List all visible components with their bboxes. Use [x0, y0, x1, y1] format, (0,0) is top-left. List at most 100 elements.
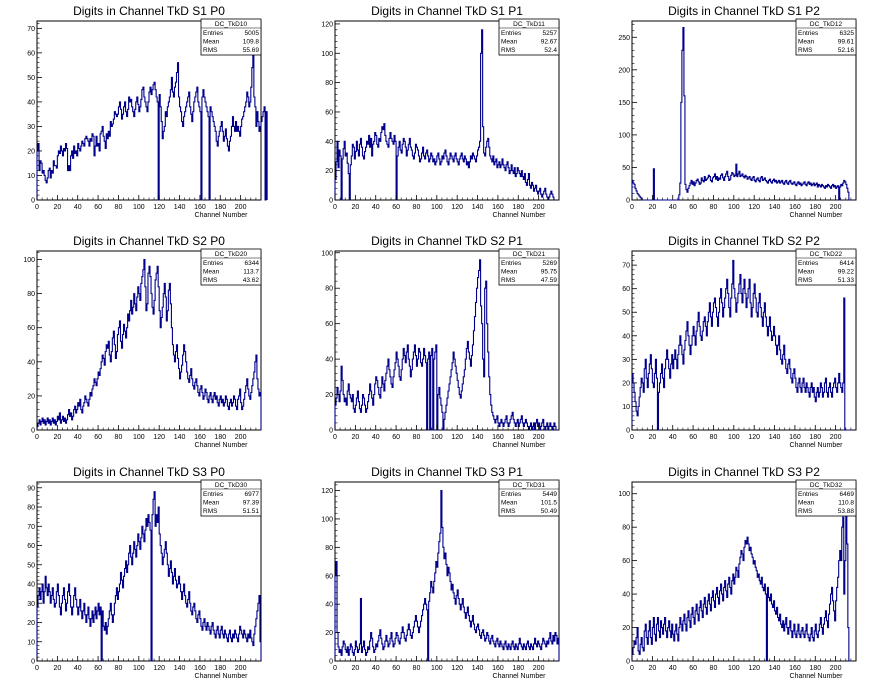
x-tick-label: 100 — [133, 665, 145, 672]
histogram-series-line — [36, 491, 262, 662]
x-tick-label: 100 — [728, 434, 740, 441]
y-tick-label: 100 — [321, 51, 333, 58]
x-tick-label: 0 — [630, 204, 634, 211]
y-tick-label: 20 — [325, 168, 333, 175]
x-tick-label: 120 — [153, 204, 165, 211]
stats-label-rms: RMS — [203, 508, 218, 515]
x-tick-label: 40 — [372, 434, 380, 441]
x-axis-label: Channel Number — [790, 673, 844, 680]
x-axis-label: Channel Number — [493, 442, 547, 449]
y-tick-label: 40 — [325, 602, 333, 609]
y-tick-label: 60 — [325, 321, 333, 328]
y-tick-label: 20 — [622, 625, 630, 632]
panel-title: Digits in Channel TkD S3 P1 — [371, 465, 523, 479]
x-tick-label: 160 — [789, 204, 801, 211]
x-tick-label: 20 — [351, 204, 359, 211]
y-tick-label: 100 — [618, 491, 630, 498]
x-tick-label: 40 — [669, 665, 677, 672]
y-tick-label: 80 — [325, 80, 333, 87]
x-tick-label: 0 — [333, 434, 337, 441]
y-tick-label: 20 — [27, 620, 35, 627]
x-tick-label: 60 — [392, 204, 400, 211]
stats-label-mean: Mean — [501, 269, 518, 276]
y-tick-label: 70 — [27, 26, 35, 33]
x-tick-label: 180 — [214, 204, 226, 211]
x-axis-label: Channel Number — [195, 673, 249, 680]
stats-label-mean: Mean — [798, 500, 815, 507]
stats-box-frame — [498, 248, 560, 286]
stats-value-rms: 52.16 — [838, 47, 855, 54]
y-tick-label: 20 — [27, 393, 35, 400]
x-tick-label: 0 — [35, 434, 39, 441]
y-tick-label: 50 — [622, 310, 630, 317]
stats-label-entries: Entries — [501, 260, 522, 267]
y-tick-label: 100 — [321, 250, 333, 257]
y-tick-label: 50 — [27, 562, 35, 569]
x-tick-label: 60 — [689, 204, 697, 211]
x-tick-label: 160 — [789, 434, 801, 441]
x-tick-label: 80 — [413, 434, 421, 441]
stats-value-rms: 47.59 — [541, 277, 558, 284]
x-tick-label: 40 — [74, 204, 82, 211]
panel-title: Digits in Channel TkD S2 P1 — [371, 234, 523, 248]
x-tick-label: 120 — [748, 434, 760, 441]
y-tick-label: 60 — [27, 325, 35, 332]
x-tick-label: 200 — [830, 665, 842, 672]
stats-histogram-name: DC_TkD22 — [810, 251, 843, 258]
x-tick-label: 80 — [710, 434, 718, 441]
stats-value-rms: 43.62 — [243, 277, 260, 284]
y-tick-label: 0 — [329, 198, 333, 205]
x-tick-label: 200 — [235, 204, 247, 211]
y-tick-label: 40 — [27, 359, 35, 366]
stats-box: DC_TkD30 Entries 6977 Mean 97.39 RMS 51.51 — [200, 479, 262, 517]
x-tick-label: 20 — [53, 665, 61, 672]
x-tick-label: 40 — [74, 665, 82, 672]
y-tick-label: 60 — [325, 109, 333, 116]
x-tick-label: 40 — [372, 665, 380, 672]
y-tick-label: 90 — [27, 485, 35, 492]
x-tick-label: 100 — [133, 204, 145, 211]
stats-value-entries: 6414 — [840, 260, 855, 267]
histogram-panel: Digits in Channel TkD S2 P1 0 20 40 60 80 100 1… — [321, 234, 560, 449]
x-tick-label: 160 — [492, 434, 504, 441]
x-tick-label: 100 — [431, 665, 443, 672]
histogram-series-line — [631, 259, 852, 431]
y-tick-label: 80 — [325, 286, 333, 293]
x-tick-label: 100 — [133, 434, 145, 441]
y-tick-label: 120 — [321, 21, 333, 28]
panel-title: Digits in Channel TkD S2 P0 — [73, 234, 225, 248]
y-tick-label: 20 — [325, 630, 333, 637]
stats-histogram-name: DC_TkD32 — [810, 482, 843, 489]
stats-box-frame — [795, 479, 857, 517]
stats-label-entries: Entries — [203, 260, 224, 267]
stats-value-mean: 99.22 — [838, 269, 855, 276]
stats-histogram-name: DC_TkD30 — [215, 482, 248, 489]
stats-label-mean: Mean — [501, 39, 518, 46]
x-tick-label: 120 — [451, 434, 463, 441]
y-tick-label: 30 — [622, 357, 630, 364]
histogram-series-line — [631, 509, 852, 662]
panel-title: Digits in Channel TkD S1 P0 — [73, 4, 225, 18]
y-tick-label: 50 — [27, 75, 35, 82]
stats-box-frame — [200, 479, 262, 517]
stats-label-mean: Mean — [203, 39, 220, 46]
stats-box-frame — [200, 18, 262, 56]
x-tick-label: 40 — [669, 434, 677, 441]
x-tick-label: 20 — [53, 434, 61, 441]
stats-value-entries: 6325 — [840, 30, 855, 37]
x-tick-label: 140 — [769, 434, 781, 441]
y-tick-label: 0 — [626, 659, 630, 666]
x-tick-label: 80 — [413, 204, 421, 211]
x-tick-label: 160 — [492, 665, 504, 672]
y-tick-label: 80 — [27, 505, 35, 512]
x-tick-label: 20 — [648, 204, 656, 211]
stats-label-entries: Entries — [203, 491, 224, 498]
y-tick-label: 20 — [27, 148, 35, 155]
panel-title: Digits in Channel TkD S3 P2 — [668, 465, 820, 479]
stats-label-entries: Entries — [798, 260, 819, 267]
y-tick-label: 40 — [27, 582, 35, 589]
x-tick-label: 100 — [728, 665, 740, 672]
stats-box-frame — [795, 248, 857, 286]
y-tick-label: 60 — [622, 286, 630, 293]
y-tick-label: 100 — [321, 516, 333, 523]
